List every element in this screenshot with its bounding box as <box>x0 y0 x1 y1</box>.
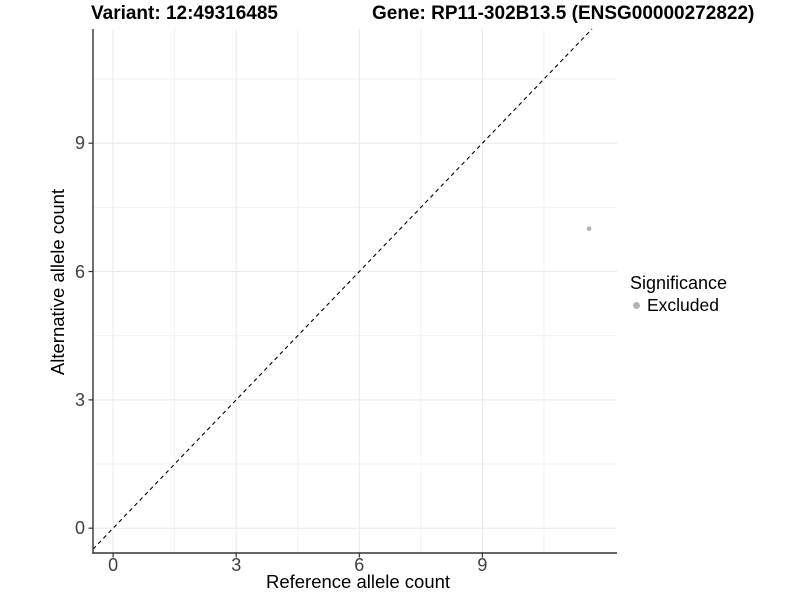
x-tick-label: 3 <box>231 555 242 575</box>
legend-entry-label: Excluded <box>647 295 719 315</box>
y-axis-title: Alternative allele count <box>47 188 68 376</box>
legend-title: Significance <box>630 273 728 293</box>
x-tick-label: 6 <box>354 555 365 575</box>
y-tick-label: 6 <box>74 261 85 282</box>
x-tick-label: 0 <box>108 555 119 575</box>
x-axis-title: Reference allele count <box>265 571 451 592</box>
plot-title-gene: Gene: RP11-302B13.5 (ENSG00000272822) <box>372 3 755 24</box>
excluded-point-icon <box>633 301 640 309</box>
identity-dashed-line <box>92 28 593 550</box>
y-tick-label: 3 <box>74 389 85 410</box>
legend: Significance Excluded <box>630 272 727 315</box>
plot-title-variant: Variant: 12:49316485 <box>91 3 278 24</box>
data-point <box>586 226 592 232</box>
y-tick-label: 0 <box>74 518 85 539</box>
x-tick-label: 9 <box>477 555 488 575</box>
legend-entry-excluded: Excluded <box>630 295 727 315</box>
y-tick-label: 9 <box>74 133 85 154</box>
